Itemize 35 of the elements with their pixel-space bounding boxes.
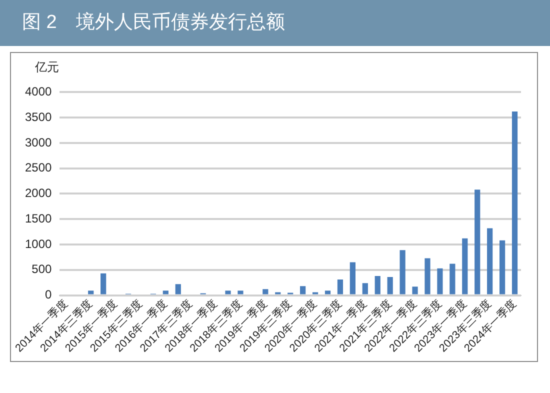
y-tick-label: 2000: [24, 186, 52, 200]
bar: [474, 190, 480, 294]
bar: [424, 258, 430, 294]
bar: [362, 283, 368, 294]
y-tick-label: 4000: [24, 84, 52, 99]
bar: [412, 286, 418, 294]
bar: [238, 290, 244, 294]
bar: [487, 228, 493, 294]
bar: [350, 262, 356, 294]
bar: [387, 276, 393, 294]
bar: [450, 264, 456, 294]
y-tick-label: 0: [45, 288, 52, 302]
y-tick-label: 1000: [24, 236, 52, 251]
bar: [175, 284, 181, 294]
bar: [262, 289, 268, 294]
chart-title: 图 2 境外人民币债券发行总额: [0, 0, 550, 46]
y-axis-title: 亿元: [35, 59, 59, 76]
bar: [400, 250, 406, 294]
bar: [88, 290, 94, 294]
y-tick-label: 2500: [24, 160, 52, 175]
bar: [337, 280, 344, 294]
y-tick-label: 500: [32, 262, 52, 276]
y-tick-label: 1500: [24, 211, 52, 226]
bar: [162, 290, 168, 294]
bar: [225, 290, 231, 294]
y-tick-label: 3000: [24, 135, 52, 150]
bar: [499, 240, 506, 294]
bar: [374, 276, 380, 294]
bar: [100, 273, 106, 294]
bar: [300, 286, 306, 294]
bar: [462, 238, 468, 294]
bar: [512, 111, 518, 294]
bar: [324, 290, 331, 294]
y-tick-label: 3500: [24, 110, 52, 124]
bar: [437, 268, 443, 294]
